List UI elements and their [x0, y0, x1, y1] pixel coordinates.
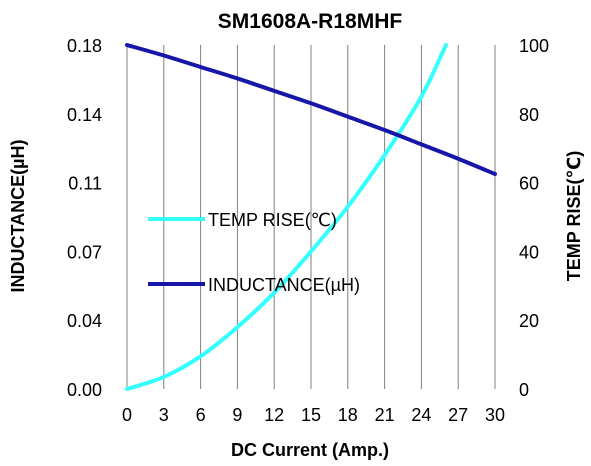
y-left-tick-label: 0.00	[67, 380, 102, 400]
y-right-tick-label: 60	[519, 174, 539, 194]
y-left-tick-labels: 0.00 0.04 0.07 0.11 0.14 0.18	[67, 36, 102, 400]
x-tick-label: 18	[338, 405, 358, 425]
legend: TEMP RISE(℃) INDUCTANCE(µH)	[148, 210, 360, 295]
y-left-axis-title: INDUCTANCE(µH)	[8, 139, 28, 292]
y-right-tick-labels: 0 20 40 60 80 100	[519, 36, 549, 400]
y-right-tick-label: 20	[519, 311, 539, 331]
series-line-temp-rise	[125, 43, 448, 391]
y-left-tick-label: 0.07	[67, 242, 102, 262]
x-tick-label: 21	[375, 405, 395, 425]
legend-label-temp-rise: TEMP RISE(℃)	[208, 210, 337, 230]
x-tick-label: 0	[122, 405, 132, 425]
y-right-tick-label: 0	[519, 380, 529, 400]
y-right-tick-label: 40	[519, 242, 539, 262]
y-right-tick-label: 100	[519, 36, 549, 56]
series-layer	[125, 43, 497, 391]
y-right-tick-label: 80	[519, 105, 539, 125]
chart-title: SM1608A-R18MHF	[218, 10, 403, 33]
series-line-inductance	[125, 43, 497, 176]
x-tick-label: 6	[196, 405, 206, 425]
legend-label-inductance: INDUCTANCE(µH)	[208, 275, 360, 295]
x-tick-label: 30	[485, 405, 505, 425]
x-axis-title: DC Current (Amp.)	[231, 440, 389, 460]
x-tick-label: 15	[301, 405, 321, 425]
y-left-tick-label: 0.04	[67, 311, 102, 331]
y-right-axis-title: TEMP RISE(℃)	[564, 151, 584, 281]
y-left-tick-label: 0.18	[67, 36, 102, 56]
y-left-tick-label: 0.11	[68, 174, 102, 194]
x-tick-label: 24	[411, 405, 431, 425]
x-tick-labels: 0 3 6 9 12 15 18 21 24 27 30	[122, 405, 505, 425]
x-tick-label: 27	[448, 405, 468, 425]
y-left-tick-label: 0.14	[67, 105, 102, 125]
x-tick-label: 12	[264, 405, 284, 425]
x-tick-label: 3	[159, 405, 169, 425]
x-tick-label: 9	[232, 405, 242, 425]
